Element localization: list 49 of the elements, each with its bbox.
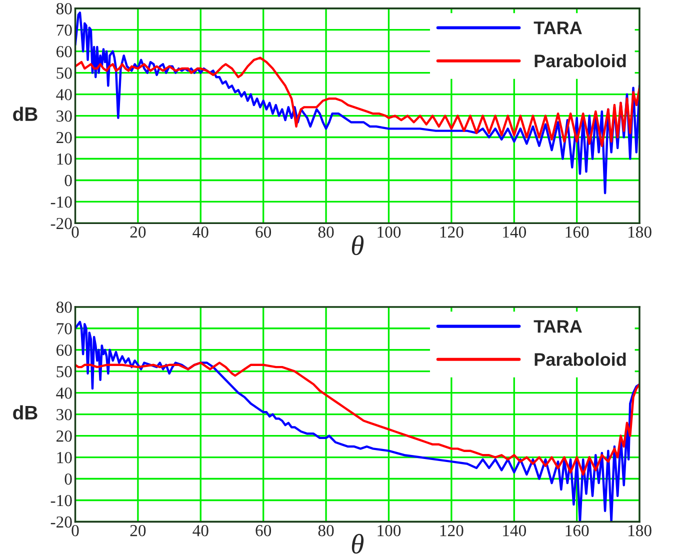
y-tick-label: 80 [56, 3, 72, 14]
y-tick-label: 10 [57, 452, 72, 464]
y-tick-label: -20 [50, 218, 72, 230]
x-tick-label: 20 [130, 524, 146, 536]
x-tick-label: 180 [628, 226, 652, 238]
x-tick-label: 120 [440, 524, 464, 536]
x-tick-label: 160 [566, 226, 589, 238]
legend-label: TARA [534, 320, 582, 333]
legend-label: Paraboloid [534, 352, 626, 366]
x-axis-title: θ [352, 534, 364, 554]
legend-label: TARA [534, 22, 582, 34]
x-tick-label: 40 [192, 226, 208, 238]
x-tick-label: 140 [503, 226, 526, 238]
x-tick-label: 180 [628, 524, 652, 536]
y-tick-label: 10 [57, 153, 72, 165]
x-tick-label: 40 [192, 524, 208, 536]
y-tick-label: 70 [56, 24, 72, 36]
y-tick-label: 20 [56, 430, 72, 442]
y-tick-label: 80 [56, 302, 72, 313]
y-tick-label: -10 [50, 196, 72, 208]
y-tick-label: 50 [56, 68, 72, 79]
y-tick-label: 0 [64, 174, 72, 186]
line-series [75, 12, 640, 194]
x-tick-label: 80 [318, 524, 334, 536]
legend-label: Paraboloid [534, 54, 626, 68]
y-tick-label: 70 [56, 323, 72, 334]
y-tick-label: 40 [56, 89, 72, 100]
y-tick-label: 30 [56, 110, 72, 122]
y-tick-label: -10 [50, 494, 72, 506]
x-tick-label: 100 [378, 524, 401, 536]
y-tick-label: 0 [64, 473, 72, 485]
x-tick-label: 160 [566, 524, 589, 536]
x-tick-label: 60 [256, 524, 272, 536]
x-axis-title: θ [352, 235, 364, 256]
x-tick-label: 140 [503, 524, 526, 536]
y-tick-label: 50 [56, 366, 72, 378]
y-tick-label: 20 [56, 132, 72, 144]
x-tick-label: 120 [440, 226, 464, 238]
y-tick-label: -20 [50, 516, 72, 528]
x-tick-label: 80 [318, 226, 334, 238]
y-axis-title: dB [13, 106, 38, 122]
y-tick-label: 60 [56, 46, 72, 58]
x-tick-label: 20 [130, 226, 146, 238]
y-axis-title: dB [13, 405, 38, 420]
y-tick-label: 40 [56, 388, 72, 399]
x-tick-label: 60 [256, 226, 272, 238]
x-tick-label: 100 [378, 226, 401, 238]
y-tick-label: 60 [56, 344, 72, 356]
y-tick-label: 30 [56, 409, 72, 420]
